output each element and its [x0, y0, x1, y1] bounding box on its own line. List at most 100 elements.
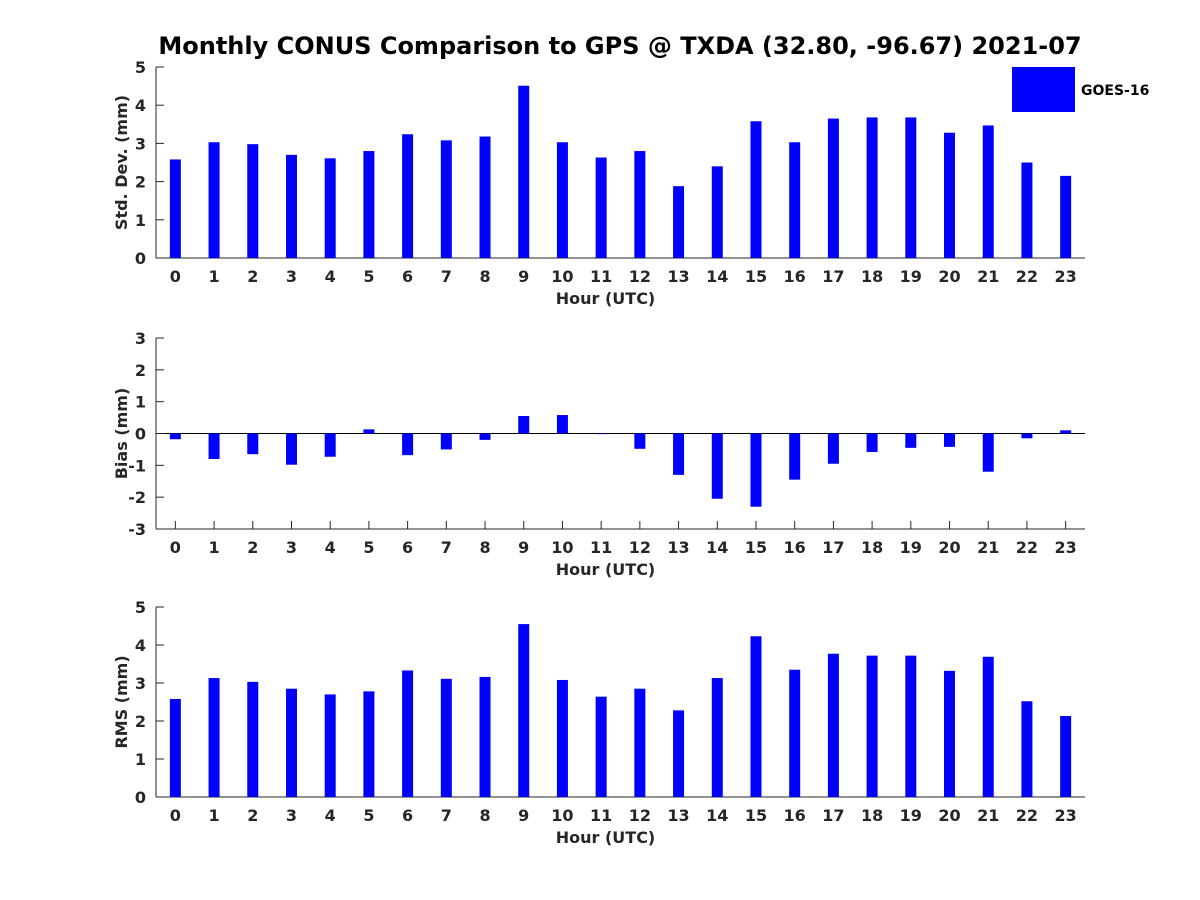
y-tick-label: 4 [135, 96, 146, 115]
x-axis-label: Hour (UTC) [556, 560, 656, 579]
x-tick-label: 15 [745, 538, 767, 557]
bar [982, 433, 994, 472]
x-tick-label: 3 [286, 267, 297, 286]
y-tick-label: 0 [135, 425, 146, 444]
x-tick-label: 17 [822, 267, 844, 286]
x-tick-label: 7 [441, 538, 452, 557]
bar [1021, 433, 1033, 439]
bar [982, 656, 994, 797]
bar [440, 433, 452, 450]
bar [208, 142, 220, 258]
bar [827, 653, 839, 797]
x-tick-label: 16 [784, 538, 806, 557]
bar [673, 710, 685, 797]
bar [944, 670, 956, 797]
x-tick-label: 5 [363, 538, 374, 557]
bar [247, 144, 259, 258]
bar [208, 678, 220, 797]
x-tick-label: 9 [518, 267, 529, 286]
bar [866, 117, 878, 258]
bar [479, 676, 491, 797]
bar [1060, 430, 1072, 434]
y-tick-label: 3 [135, 674, 146, 693]
bar [595, 433, 607, 435]
bar [905, 655, 917, 797]
x-tick-label: 16 [784, 267, 806, 286]
x-tick-label: 19 [900, 267, 922, 286]
bar [634, 688, 646, 797]
bar [866, 433, 878, 452]
x-tick-label: 15 [745, 267, 767, 286]
x-tick-label: 0 [170, 267, 181, 286]
bar [595, 157, 607, 258]
x-tick-label: 22 [1016, 538, 1038, 557]
bar [440, 678, 452, 797]
y-tick-label: 3 [135, 329, 146, 348]
x-tick-label: 9 [518, 538, 529, 557]
legend-label: GOES-16 [1081, 83, 1149, 99]
bar [711, 678, 723, 797]
bar [750, 433, 762, 507]
x-tick-label: 18 [861, 538, 883, 557]
y-tick-label: 5 [135, 58, 146, 77]
x-tick-label: 22 [1016, 267, 1038, 286]
x-tick-label: 2 [247, 267, 258, 286]
legend-swatch [1012, 67, 1075, 112]
x-tick-label: 23 [1055, 267, 1077, 286]
x-tick-label: 21 [977, 267, 999, 286]
x-tick-label: 13 [667, 267, 689, 286]
bar [711, 166, 723, 258]
x-tick-label: 4 [325, 267, 336, 286]
x-tick-label: 13 [667, 806, 689, 825]
x-tick-label: 4 [325, 538, 336, 557]
x-tick-label: 20 [938, 806, 960, 825]
bar [556, 679, 568, 797]
x-tick-label: 14 [706, 538, 728, 557]
x-tick-label: 3 [286, 806, 297, 825]
x-tick-label: 17 [822, 538, 844, 557]
x-tick-label: 3 [286, 538, 297, 557]
bar [247, 433, 259, 455]
bar [285, 433, 297, 465]
x-tick-label: 4 [325, 806, 336, 825]
bar [634, 151, 646, 258]
bar [556, 142, 568, 258]
bar [324, 433, 336, 457]
y-tick-label: 2 [135, 173, 146, 192]
x-tick-label: 10 [551, 267, 573, 286]
y-tick-label: 5 [135, 598, 146, 617]
y-tick-label: 3 [135, 134, 146, 153]
bar [982, 125, 994, 258]
x-tick-label: 5 [363, 806, 374, 825]
x-tick-label: 23 [1055, 806, 1077, 825]
bar [827, 118, 839, 258]
bar [479, 136, 491, 258]
x-tick-label: 7 [441, 806, 452, 825]
bar [440, 140, 452, 258]
y-tick-label: -3 [128, 520, 146, 539]
x-tick-label: 6 [402, 806, 413, 825]
bar [711, 433, 723, 499]
x-tick-label: 14 [706, 267, 728, 286]
x-tick-label: 11 [590, 538, 612, 557]
y-tick-label: 1 [135, 750, 146, 769]
x-tick-label: 2 [247, 538, 258, 557]
x-tick-label: 18 [861, 267, 883, 286]
x-tick-label: 5 [363, 267, 374, 286]
bar [866, 655, 878, 797]
y-axis-label: Std. Dev. (mm) [112, 95, 131, 230]
x-tick-label: 6 [402, 267, 413, 286]
bar [363, 429, 375, 434]
x-tick-label: 11 [590, 806, 612, 825]
x-tick-label: 0 [170, 806, 181, 825]
y-axis-label: RMS (mm) [112, 655, 131, 748]
y-tick-label: 2 [135, 712, 146, 731]
bar [518, 624, 530, 797]
x-tick-label: 1 [208, 267, 219, 286]
x-tick-label: 12 [629, 267, 651, 286]
x-tick-label: 14 [706, 806, 728, 825]
y-axis-label: Bias (mm) [112, 388, 131, 480]
bar [944, 132, 956, 258]
x-tick-label: 11 [590, 267, 612, 286]
